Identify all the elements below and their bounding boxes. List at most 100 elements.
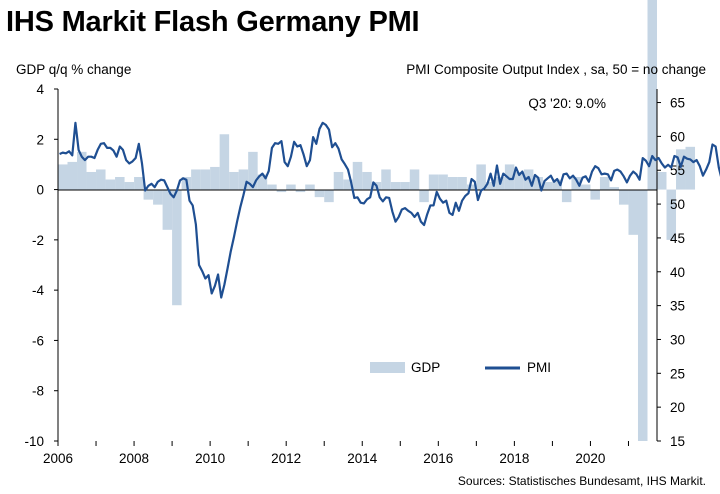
legend: GDP PMI — [370, 360, 551, 375]
gdp-bar — [229, 171, 239, 190]
right-axis-label: PMI Composite Output Index , sa, 50 = no… — [406, 62, 706, 77]
gdp-bar — [609, 187, 619, 190]
right-tick-label: 60 — [670, 129, 685, 144]
gdp-bar — [172, 189, 182, 306]
x-tick-label: 2018 — [499, 451, 529, 466]
gdp-bar — [476, 164, 486, 190]
gdp-bar — [58, 164, 68, 190]
gdp-bar — [200, 169, 211, 190]
gdp-bar — [352, 161, 363, 190]
gdp-bar — [580, 184, 591, 190]
gdp-bar — [428, 174, 439, 190]
right-tick-label: 50 — [670, 197, 685, 212]
left-axis-ticks: 4 2 0 -2 -4 -6 -8 -10 — [24, 82, 58, 449]
right-tick-label: 45 — [670, 231, 685, 246]
left-tick-label: 0 — [36, 183, 44, 198]
left-tick-label: -6 — [32, 333, 44, 348]
gdp-bar — [77, 151, 87, 190]
gdp-bar — [381, 169, 391, 190]
right-tick-label: 15 — [670, 434, 685, 449]
x-tick-label: 2014 — [347, 451, 378, 466]
right-tick-label: 20 — [670, 400, 685, 415]
left-axis-label: GDP q/q % change — [16, 62, 131, 77]
gdp-bar — [153, 189, 163, 205]
gdp-bar — [124, 182, 135, 190]
gdp-bar — [305, 184, 315, 190]
right-tick-label: 65 — [670, 96, 685, 111]
gdp-bar — [219, 134, 230, 190]
gdp-bar — [134, 177, 144, 190]
gdp-bar — [628, 189, 638, 235]
x-tick-label: 2010 — [195, 451, 225, 466]
gdp-bar — [400, 182, 410, 190]
left-tick-label: -2 — [32, 233, 44, 248]
gdp-bar — [676, 149, 686, 190]
q3-annotation: Q3 '20: 9.0% — [528, 96, 606, 111]
gdp-bar — [599, 177, 610, 190]
gdp-bar — [295, 189, 306, 193]
x-axis-ticks: 2006 2008 2010 2012 2014 2016 2018 2020 — [43, 441, 629, 466]
gdp-bar — [457, 177, 467, 190]
gdp-bar — [191, 169, 201, 190]
gdp-bar — [248, 151, 258, 190]
source-note: Sources: Statistisches Bundesamt, IHS Ma… — [458, 474, 706, 488]
x-tick-label: 2020 — [575, 451, 605, 466]
gdp-bar — [343, 179, 353, 190]
gdp-bar — [362, 171, 372, 190]
gdp-bar — [115, 177, 125, 190]
legend-pmi-label: PMI — [527, 360, 551, 375]
pmi-line — [59, 121, 720, 299]
gdp-bar — [67, 161, 78, 190]
gdp-bar — [238, 169, 249, 190]
x-tick-label: 2008 — [119, 451, 149, 466]
gdp-bar — [267, 184, 277, 190]
right-tick-label: 40 — [670, 265, 685, 280]
x-tick-label: 2016 — [423, 451, 453, 466]
gdp-bar — [210, 166, 220, 190]
gdp-bar — [485, 182, 496, 190]
gdp-bar — [143, 189, 154, 200]
gdp-bar — [333, 171, 344, 190]
gdp-bar — [571, 177, 581, 190]
gdp-bar — [409, 169, 420, 190]
gdp-bar — [276, 189, 287, 193]
gdp-bar — [257, 174, 268, 190]
gdp-bar — [105, 179, 116, 190]
gdp-bar — [419, 189, 429, 203]
gdp-bar — [286, 184, 296, 190]
chart-title: IHS Markit Flash Germany PMI — [6, 6, 420, 38]
right-tick-label: 30 — [670, 332, 685, 347]
gdp-bar — [647, 0, 657, 190]
gdp-bar — [685, 146, 696, 190]
gdp-bar — [466, 184, 477, 190]
gdp-bar — [552, 179, 562, 190]
gdp-bar — [504, 164, 515, 190]
gdp-bar — [324, 189, 334, 203]
gdp-bar — [561, 189, 572, 203]
gdp-bar — [657, 171, 667, 190]
gdp-bar — [666, 189, 677, 240]
gdp-bar — [590, 189, 600, 200]
gdp-bar — [637, 189, 648, 441]
chart-axes — [57, 89, 658, 441]
gdp-bar — [162, 189, 173, 230]
gdp-bar — [390, 182, 401, 190]
gdp-bar — [514, 171, 524, 190]
left-tick-label: -8 — [32, 384, 44, 399]
left-tick-label: 4 — [36, 82, 44, 97]
gdp-bar — [542, 182, 553, 190]
gdp-bar — [86, 171, 97, 190]
gdp-bar — [314, 189, 325, 198]
gdp-bar — [618, 189, 629, 205]
legend-gdp-label: GDP — [411, 360, 440, 375]
x-tick-label: 2012 — [271, 451, 301, 466]
gdp-bar — [96, 169, 106, 190]
right-tick-label: 25 — [670, 366, 685, 381]
gdp-bar — [533, 177, 543, 190]
left-tick-label: -10 — [24, 434, 44, 449]
x-tick-label: 2006 — [43, 451, 73, 466]
right-tick-label: 35 — [670, 299, 685, 314]
gdp-bar — [438, 174, 448, 190]
